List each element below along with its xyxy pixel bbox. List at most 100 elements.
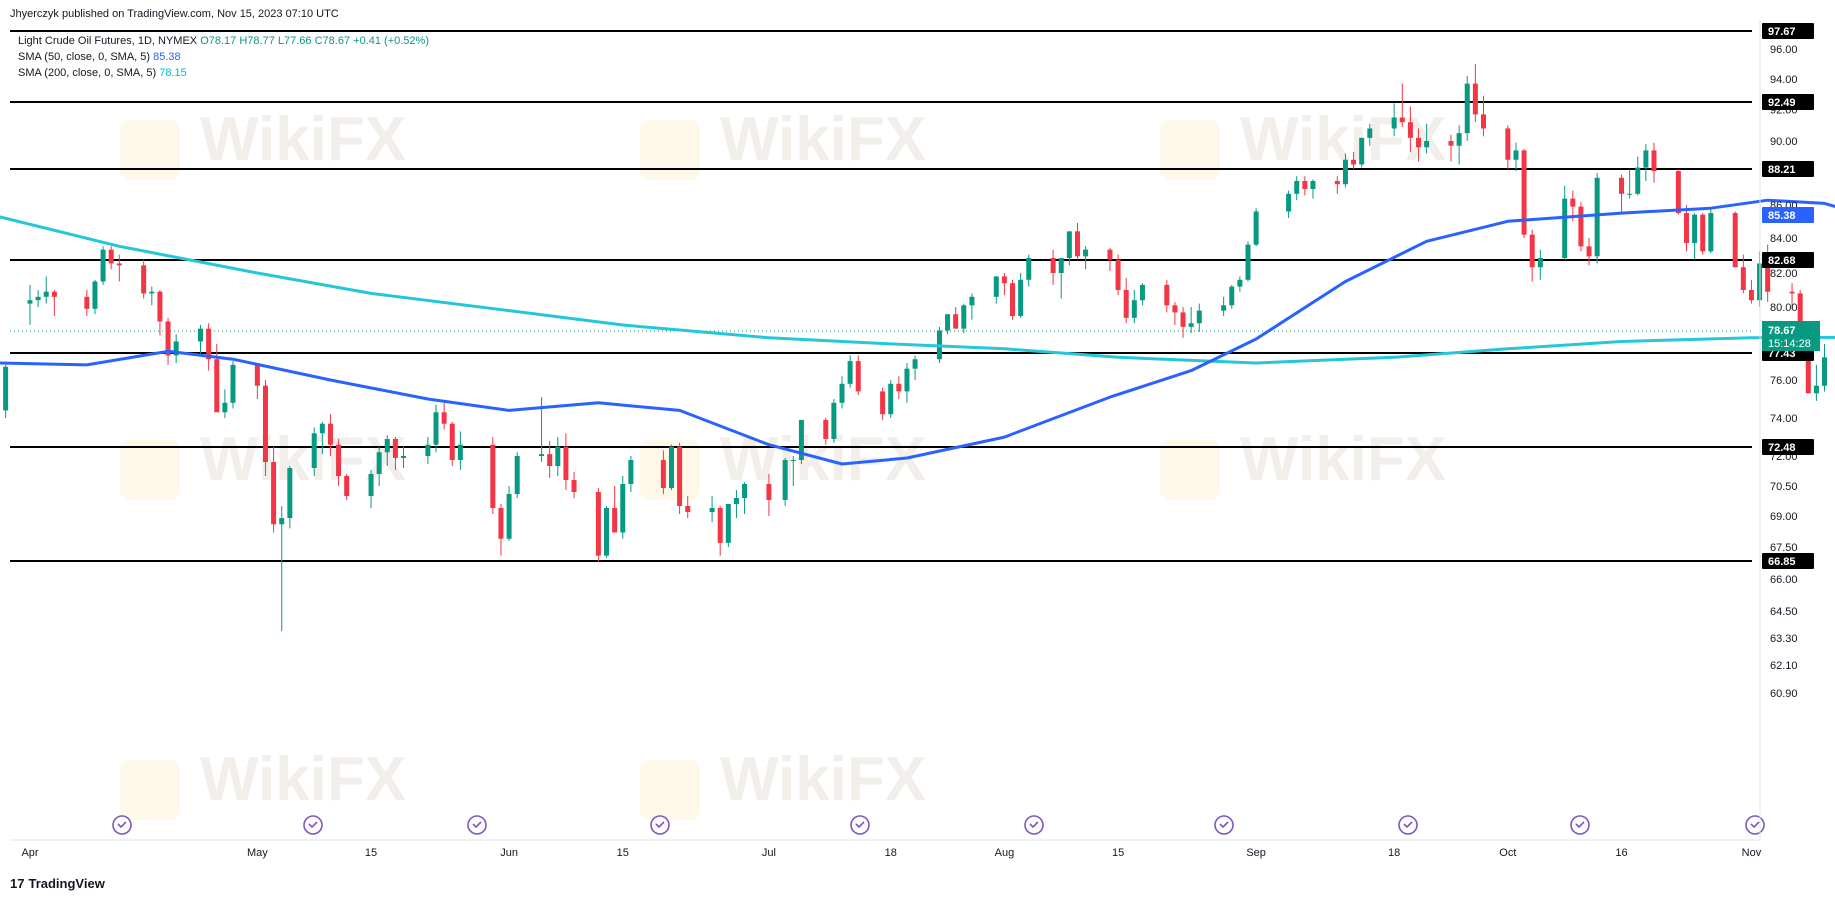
candle-body	[449, 423, 455, 460]
tradingview-logo-icon: 17	[10, 876, 25, 891]
candle-body	[3, 366, 9, 411]
economic-event-icon[interactable]	[1570, 815, 1590, 835]
candle	[855, 355, 861, 396]
level-price-tag-box	[1762, 23, 1814, 39]
candle-body	[1740, 267, 1746, 290]
event-check	[1219, 821, 1229, 829]
candle-body	[1448, 141, 1454, 146]
candle	[1334, 176, 1340, 194]
low-value: L77.66	[277, 35, 312, 47]
candle-body	[1635, 167, 1641, 194]
candle-body	[709, 508, 715, 512]
economic-event-icon[interactable]	[650, 815, 670, 835]
sma50-label: SMA (50, close, 0, SMA, 5)	[18, 51, 151, 63]
time-tick-label: Apr	[21, 847, 38, 859]
price-tick-label: 90.00	[1770, 136, 1798, 148]
level-price-tag: 88.21	[1762, 161, 1814, 177]
open-value: O78.17	[200, 35, 237, 47]
candle	[847, 355, 853, 388]
economic-event-icon[interactable]	[1214, 815, 1234, 835]
candle	[1180, 307, 1186, 338]
price-tick-label: 69.00	[1770, 511, 1798, 523]
sma50-price-tag: 85.38	[1762, 207, 1814, 223]
candle-body	[457, 444, 463, 460]
candle-body	[563, 446, 569, 480]
candle-body	[953, 314, 959, 329]
candle	[904, 363, 910, 403]
sma50-price-tag-text: 85.38	[1768, 210, 1796, 222]
candle-body	[344, 476, 350, 496]
candle-body	[490, 444, 496, 508]
candle-body	[1813, 385, 1819, 394]
economic-event-icon[interactable]	[467, 815, 487, 835]
candle-body	[1708, 213, 1714, 252]
sma200-legend[interactable]: SMA (200, close, 0, SMA, 5) 78.15	[18, 66, 187, 80]
sma200-label: SMA (200, close, 0, SMA, 5)	[18, 67, 157, 79]
economic-event-icon[interactable]	[850, 815, 870, 835]
economic-event-icon[interactable]	[1398, 815, 1418, 835]
watermark-logo-icon	[1160, 440, 1220, 500]
candle-body	[1367, 128, 1373, 138]
candle-body	[1651, 150, 1657, 172]
candle	[896, 376, 902, 399]
candle	[1480, 95, 1486, 137]
candle-body	[855, 361, 861, 392]
candle	[1083, 246, 1089, 270]
candle-body	[1407, 122, 1413, 138]
candle	[287, 466, 293, 529]
event-check	[117, 821, 127, 829]
candle	[1237, 276, 1243, 292]
candle-body	[969, 296, 975, 306]
candle-body	[287, 468, 293, 519]
candle-body	[149, 291, 155, 294]
tradingview-brand[interactable]: 17 TradingView	[10, 876, 105, 891]
candle	[1472, 64, 1478, 123]
candle	[945, 314, 951, 335]
candle-body	[823, 419, 829, 439]
time-tick-label: Jun	[500, 847, 518, 859]
event-check	[1750, 821, 1760, 829]
level-price-tag-text: 88.21	[1768, 164, 1796, 176]
sma50-legend[interactable]: SMA (50, close, 0, SMA, 5) 85.38	[18, 50, 181, 64]
candle-body	[376, 452, 382, 474]
candle-body	[1026, 258, 1032, 280]
watermark-logo-icon	[1160, 120, 1220, 180]
candle	[961, 303, 967, 334]
candle	[1302, 176, 1308, 196]
candle	[993, 276, 999, 304]
candle-body	[1188, 323, 1194, 327]
time-tick-label: 16	[1615, 847, 1627, 859]
candle	[108, 246, 114, 270]
watermark-text: WikiFX	[1240, 425, 1446, 494]
level-price-tag: 66.85	[1762, 553, 1814, 569]
event-check	[472, 821, 482, 829]
candle-body	[1107, 249, 1113, 260]
candle-body	[222, 402, 228, 413]
candle	[888, 380, 894, 418]
candle	[1700, 213, 1706, 255]
economic-event-icon[interactable]	[303, 815, 323, 835]
candle	[1399, 83, 1405, 127]
candle	[384, 435, 390, 466]
candle-body	[279, 518, 285, 525]
candle	[660, 450, 666, 494]
time-tick-label: 18	[885, 847, 897, 859]
symbol-legend[interactable]: Light Crude Oil Futures, 1D, NYMEX O78.1…	[18, 34, 429, 48]
candle	[1416, 128, 1422, 162]
candle-body	[831, 402, 837, 439]
economic-event-icon[interactable]	[112, 815, 132, 835]
candle-body	[1196, 310, 1202, 324]
candle-body	[1164, 284, 1170, 306]
candle-body	[1180, 312, 1186, 327]
event-markers[interactable]	[112, 815, 1765, 835]
candle-body	[1245, 244, 1251, 280]
candle	[766, 474, 772, 516]
economic-event-icon[interactable]	[1024, 815, 1044, 835]
candle	[506, 486, 512, 541]
candle-body	[165, 321, 171, 356]
economic-event-icon[interactable]	[1745, 815, 1765, 835]
candle-body	[1586, 246, 1592, 257]
candle	[230, 361, 236, 409]
candle-body	[1058, 258, 1064, 273]
